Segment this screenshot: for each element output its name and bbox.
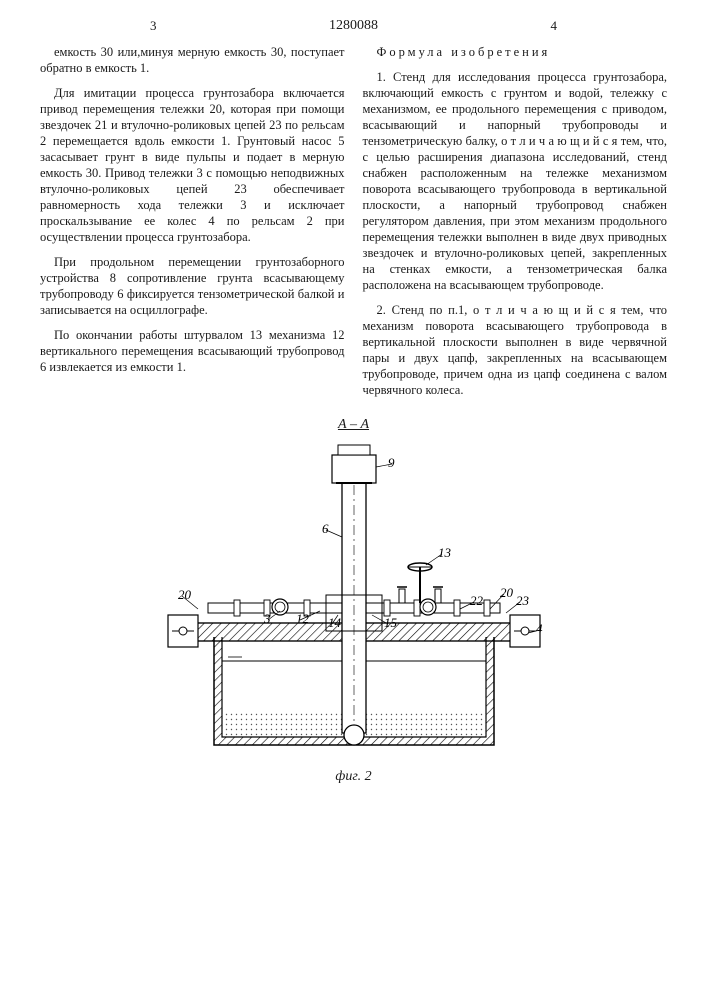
- svg-text:12: 12: [296, 611, 310, 626]
- svg-text:22: 22: [470, 593, 484, 608]
- claim-1: 1. Стенд для исследования процесса грунт…: [363, 69, 668, 293]
- text-columns: емкость 30 или,минуя мерную емкость 30, …: [40, 44, 667, 407]
- figure-caption: фиг. 2: [40, 769, 667, 785]
- svg-text:20: 20: [500, 585, 514, 600]
- svg-text:6: 6: [322, 521, 329, 536]
- svg-text:14: 14: [328, 615, 342, 630]
- left-p3: При продольном перемещении грунтозаборно…: [40, 254, 345, 318]
- doc-header: 3 1280088 4: [40, 18, 667, 34]
- left-p2: Для имитации процесса грунтозабора включ…: [40, 85, 345, 245]
- svg-text:23: 23: [516, 593, 530, 608]
- figure-2: 9 6 13 20 20 3 12 14 15 22 23 4: [40, 437, 667, 767]
- left-p4: По окончании работы штурвалом 13 механиз…: [40, 327, 345, 375]
- page-num-left: 3: [150, 18, 157, 34]
- left-p1: емкость 30 или,минуя мерную емкость 30, …: [40, 44, 345, 76]
- section-label: А – А: [40, 417, 667, 433]
- svg-text:4: 4: [536, 621, 543, 636]
- claim-2: 2. Стенд по п.1, о т л и ч а ю щ и й с я…: [363, 302, 668, 398]
- svg-text:20: 20: [178, 587, 192, 602]
- figure-svg: 9 6 13 20 20 3 12 14 15 22 23 4: [144, 437, 564, 767]
- svg-text:9: 9: [388, 455, 395, 470]
- right-column: Формула изобретения 1. Стенд для исследо…: [363, 44, 668, 407]
- svg-text:3: 3: [263, 611, 271, 626]
- page-num-right: 4: [551, 18, 558, 34]
- left-column: емкость 30 или,минуя мерную емкость 30, …: [40, 44, 345, 407]
- doc-number: 1280088: [329, 18, 378, 33]
- svg-text:15: 15: [384, 615, 398, 630]
- svg-text:13: 13: [438, 545, 452, 560]
- formula-title: Формула изобретения: [363, 44, 668, 60]
